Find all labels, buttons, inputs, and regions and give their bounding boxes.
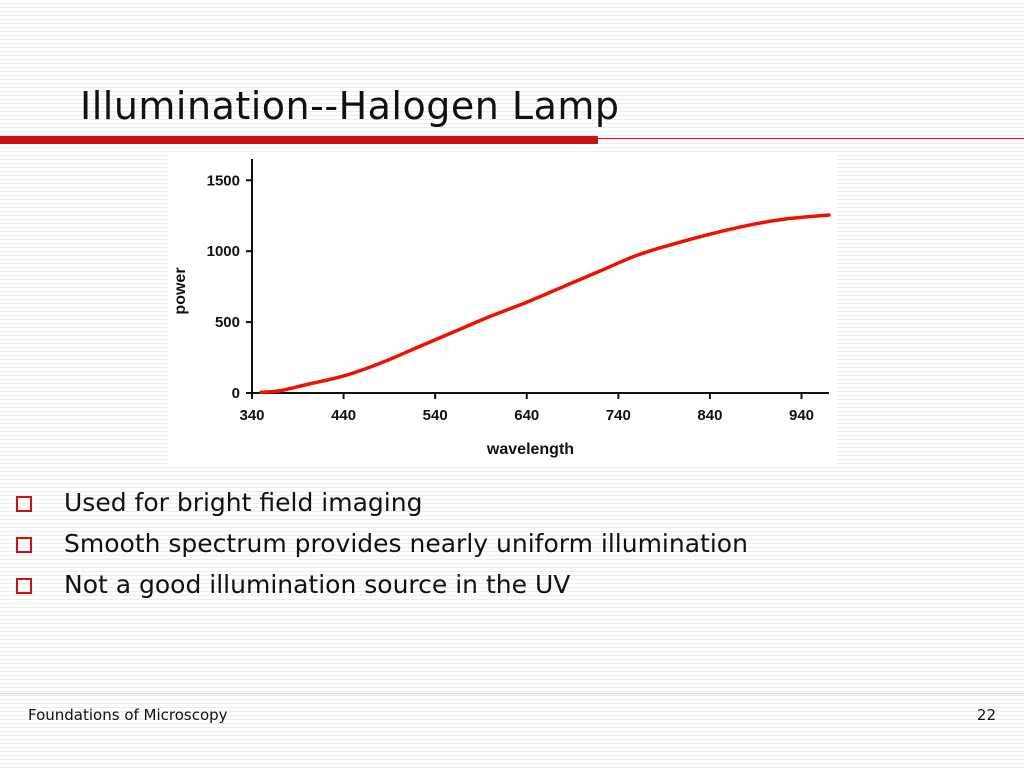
- x-tick-label: 640: [514, 407, 539, 424]
- y-tick-label: 500: [215, 314, 240, 331]
- bullet-item: Not a good illumination source in the UV: [16, 564, 748, 605]
- power-vs-wavelength-chart: 340 440 540 640 740 840 940 0 500 1000 1500 wavelen…: [172, 159, 831, 458]
- page-number: 22: [976, 706, 996, 724]
- title-underline-bar: [0, 136, 598, 144]
- square-bullet-icon: [16, 577, 32, 594]
- title-underline-rule: [598, 138, 1024, 139]
- square-bullet-icon: [16, 536, 32, 553]
- square-bullet-icon: [16, 495, 32, 512]
- x-tick-label: 540: [423, 407, 448, 424]
- x-tick-label: 440: [331, 407, 356, 424]
- y-axis-title: power: [172, 267, 189, 314]
- x-tick-label: 340: [239, 407, 264, 424]
- bullet-item: Used for bright field imaging: [16, 482, 748, 523]
- x-tick-label: 940: [789, 407, 814, 424]
- y-tick-label: 1500: [207, 172, 240, 189]
- footer-divider: [0, 693, 1024, 694]
- bullet-item: Smooth spectrum provides nearly uniform …: [16, 523, 748, 564]
- slide-title: Illumination--Halogen Lamp: [80, 84, 620, 128]
- x-tick-label: 840: [697, 407, 722, 424]
- bullet-text: Smooth spectrum provides nearly uniform …: [64, 529, 748, 558]
- bullet-text: Not a good illumination source in the UV: [64, 570, 571, 599]
- x-tick-label: 740: [606, 407, 631, 424]
- x-axis-title: wavelength: [486, 441, 574, 458]
- y-tick-label: 0: [232, 385, 240, 402]
- y-tick-label: 1000: [207, 243, 240, 260]
- chart-marks: [259, 213, 831, 395]
- series-line-power: [259, 213, 831, 395]
- bullet-list: Used for bright field imaging Smooth spe…: [16, 482, 748, 605]
- chart-labels: 340 440 540 640 740 840 940 0 500 1000 1500 wavelen…: [172, 172, 814, 458]
- footer-title: Foundations of Microscopy: [28, 706, 228, 724]
- chart-panel: 340 440 540 640 740 840 940 0 500 1000 1500 wavelen…: [167, 155, 837, 467]
- chart-axes: [246, 159, 829, 399]
- bullet-text: Used for bright field imaging: [64, 488, 423, 517]
